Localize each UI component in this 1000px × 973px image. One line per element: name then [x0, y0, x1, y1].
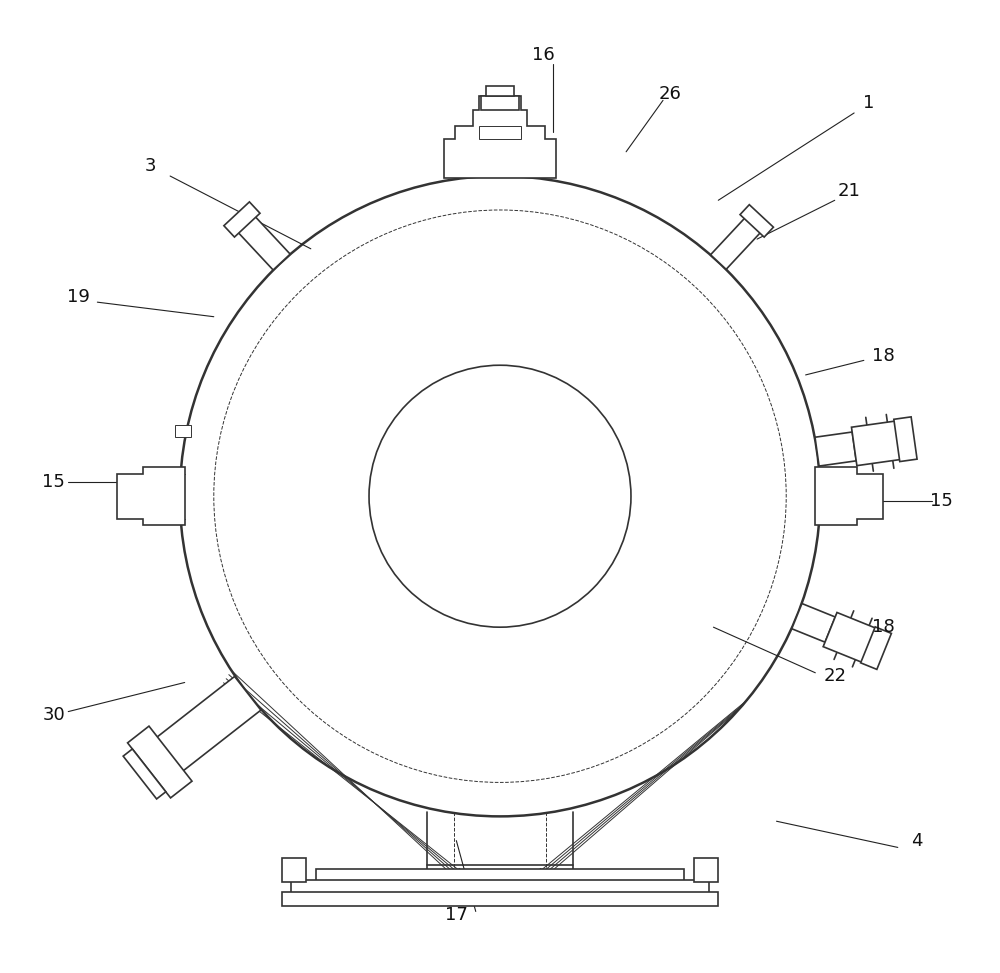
Polygon shape — [823, 612, 883, 666]
Polygon shape — [444, 96, 556, 178]
Circle shape — [369, 365, 631, 628]
Bar — [282, 858, 306, 883]
Polygon shape — [479, 126, 521, 139]
Text: 26: 26 — [658, 85, 681, 102]
Bar — [481, 96, 519, 110]
Text: 1: 1 — [863, 94, 874, 112]
Text: 18: 18 — [872, 346, 895, 365]
Text: 22: 22 — [823, 667, 846, 685]
Bar — [291, 881, 709, 896]
Text: 15: 15 — [930, 492, 953, 510]
Text: 30: 30 — [42, 705, 65, 724]
Text: 17: 17 — [445, 906, 468, 924]
Polygon shape — [740, 204, 773, 237]
Text: 16: 16 — [532, 46, 555, 64]
Text: 21: 21 — [838, 182, 861, 199]
Circle shape — [180, 176, 820, 816]
Polygon shape — [815, 432, 856, 466]
Polygon shape — [861, 627, 891, 669]
Polygon shape — [224, 201, 260, 237]
Polygon shape — [233, 211, 290, 270]
Bar — [282, 892, 718, 906]
Polygon shape — [128, 726, 192, 798]
Bar — [694, 858, 718, 883]
Polygon shape — [894, 416, 917, 461]
Polygon shape — [117, 467, 185, 525]
Text: 3: 3 — [145, 158, 156, 175]
Text: 15: 15 — [42, 473, 65, 490]
Bar — [486, 86, 514, 96]
Text: 18: 18 — [872, 618, 895, 636]
Polygon shape — [815, 467, 883, 525]
Text: 19: 19 — [67, 288, 89, 306]
Polygon shape — [792, 603, 835, 642]
Bar — [175, 425, 191, 438]
Text: 4: 4 — [911, 832, 923, 849]
Polygon shape — [851, 420, 908, 466]
Polygon shape — [711, 214, 765, 270]
Polygon shape — [123, 749, 166, 799]
Bar — [316, 869, 684, 883]
Polygon shape — [147, 676, 261, 778]
